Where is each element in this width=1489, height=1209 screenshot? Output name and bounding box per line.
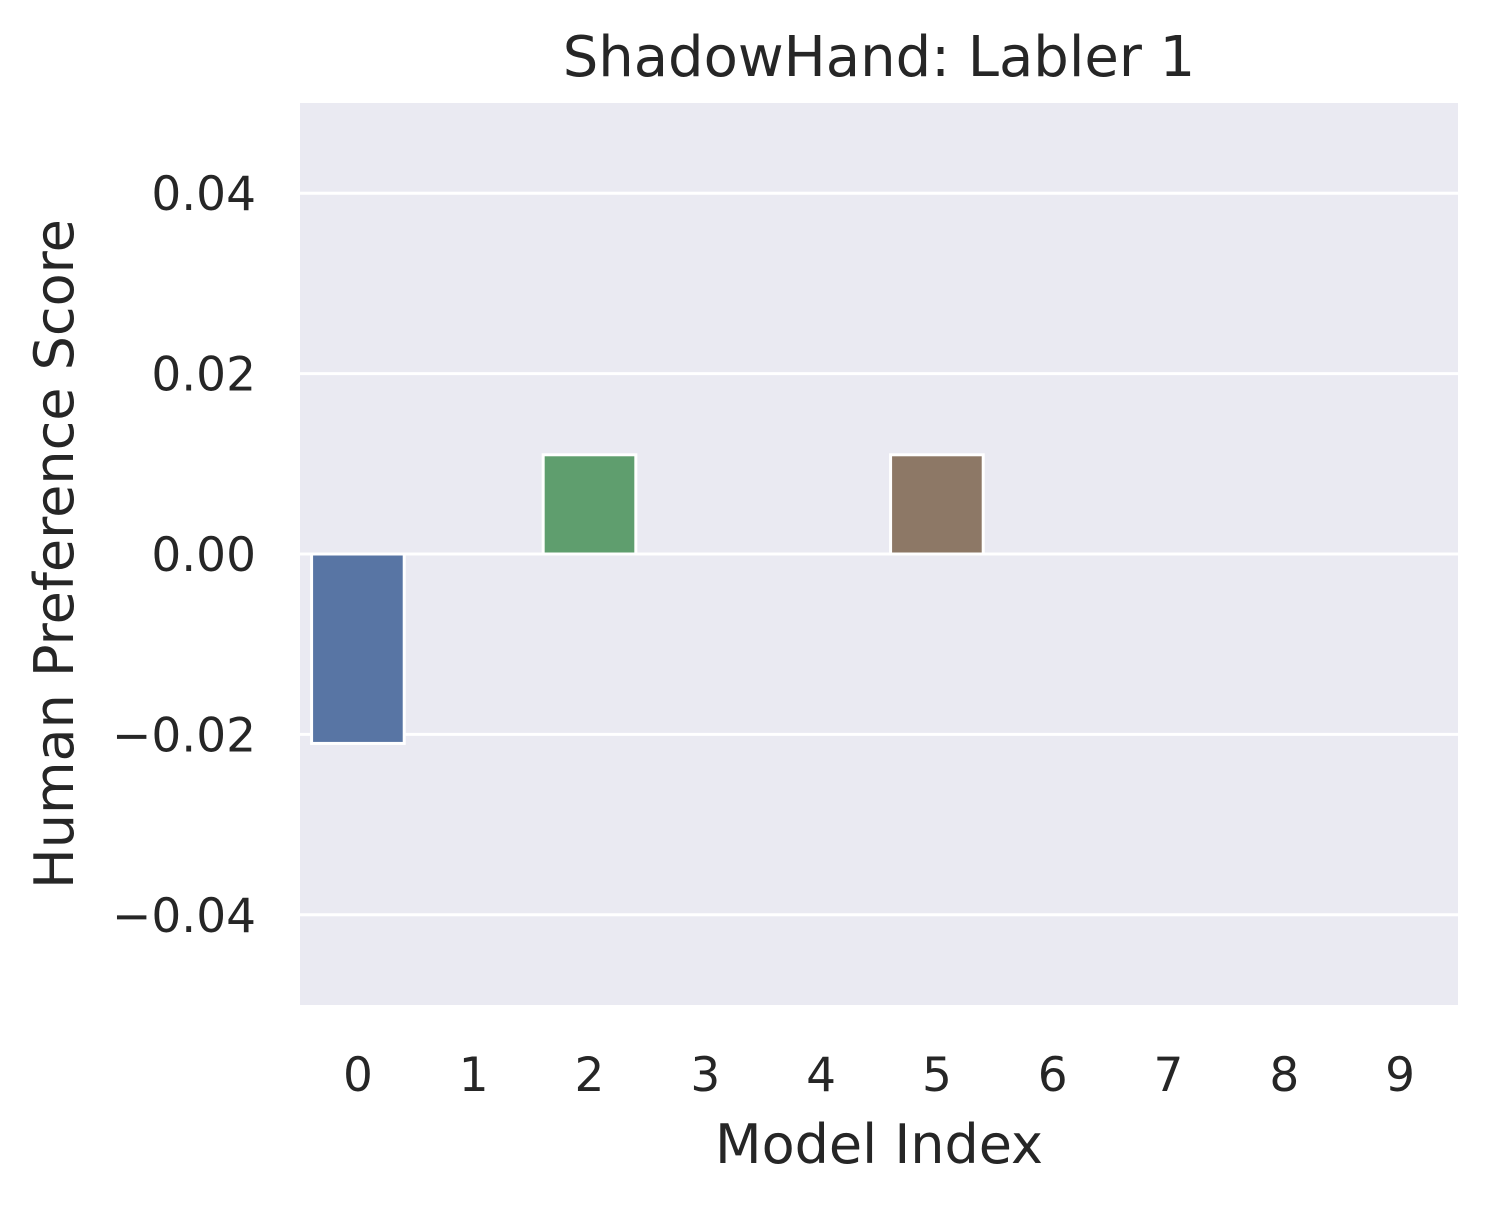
y-tick-label: 0.04 (151, 167, 256, 222)
x-tick-label: 0 (343, 1048, 373, 1103)
chart-title: ShadowHand: Labler 1 (563, 25, 1196, 90)
x-tick-label: 6 (1038, 1048, 1068, 1103)
x-tick-labels: 0 1 2 3 4 5 6 7 8 9 (343, 1048, 1415, 1103)
bar-2 (541, 453, 638, 556)
grid-lines (300, 191, 1458, 917)
x-tick-label: 7 (1154, 1048, 1184, 1103)
y-tick-label: 0.00 (151, 528, 256, 583)
x-tick-label: 9 (1385, 1048, 1415, 1103)
y-tick-label: −0.02 (112, 708, 256, 763)
x-tick-label: 1 (459, 1048, 489, 1103)
x-tick-label: 8 (1269, 1048, 1299, 1103)
y-tick-label: −0.04 (112, 889, 256, 944)
bar-0 (310, 552, 406, 745)
bar-5 (889, 453, 985, 556)
y-tick-labels: −0.04 −0.02 0.00 0.02 0.04 (112, 167, 256, 944)
bars (310, 453, 985, 745)
y-axis-label: Human Preference Score (23, 219, 86, 889)
x-tick-label: 5 (922, 1048, 952, 1103)
x-tick-label: 4 (806, 1048, 836, 1103)
y-tick-label: 0.02 (151, 348, 256, 403)
x-tick-label: 3 (690, 1048, 720, 1103)
x-axis-label: Model Index (715, 1113, 1043, 1176)
x-tick-label: 2 (575, 1048, 605, 1103)
